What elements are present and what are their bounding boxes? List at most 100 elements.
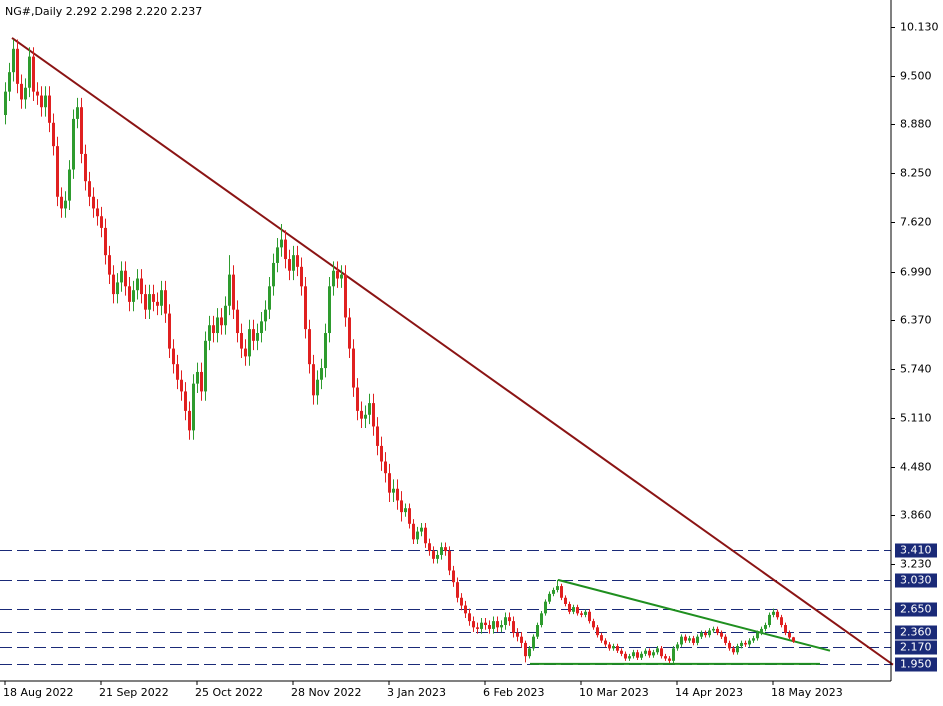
candle-body bbox=[144, 294, 147, 310]
candle-body bbox=[272, 262, 275, 287]
candle-body bbox=[460, 597, 463, 606]
x-tick-label: 6 Feb 2023 bbox=[483, 686, 544, 699]
candle-body bbox=[92, 196, 95, 209]
candle-body bbox=[688, 638, 691, 641]
candle-body bbox=[448, 551, 451, 571]
candle-body bbox=[136, 278, 139, 291]
candle-body bbox=[608, 644, 611, 649]
candle-body bbox=[104, 227, 107, 256]
candle-body bbox=[208, 325, 211, 341]
candle-body bbox=[48, 95, 51, 123]
level-label: 2.360 bbox=[900, 626, 932, 639]
level-label: 2.170 bbox=[900, 641, 932, 654]
candle-body bbox=[88, 181, 91, 197]
candle-body bbox=[716, 628, 719, 633]
candle-body bbox=[232, 274, 235, 310]
candle-body bbox=[464, 605, 467, 614]
candle-body bbox=[596, 627, 599, 636]
candle-body bbox=[388, 473, 391, 493]
candle-body bbox=[576, 607, 579, 614]
candle-body bbox=[156, 301, 159, 306]
candle-body bbox=[772, 611, 775, 615]
x-tick-label: 21 Sep 2022 bbox=[99, 686, 169, 699]
candle-body bbox=[736, 646, 739, 653]
candle-body bbox=[324, 333, 327, 369]
candle-body bbox=[116, 282, 119, 295]
candle-body bbox=[240, 333, 243, 349]
candle-body bbox=[12, 48, 15, 73]
candle-body bbox=[776, 611, 779, 618]
candle-body bbox=[556, 586, 559, 590]
level-label: 1.950 bbox=[900, 658, 932, 671]
candle-body bbox=[744, 642, 747, 645]
y-tick-label: 6.370 bbox=[900, 314, 932, 327]
candle-body bbox=[524, 642, 527, 657]
candle-body bbox=[788, 632, 791, 638]
candle-body bbox=[656, 648, 659, 653]
candle-body bbox=[52, 122, 55, 147]
candle-body bbox=[16, 48, 19, 84]
candle-body bbox=[32, 56, 35, 92]
y-tick-label: 3.860 bbox=[900, 509, 932, 522]
candle-body bbox=[720, 632, 723, 637]
level-label-box bbox=[895, 602, 937, 617]
candle-body bbox=[680, 636, 683, 645]
candle-body bbox=[288, 259, 291, 271]
candle-body bbox=[612, 646, 615, 649]
candle-body bbox=[140, 278, 143, 295]
candle-body bbox=[328, 286, 331, 334]
x-tick-label: 25 Oct 2022 bbox=[195, 686, 263, 699]
candle-body bbox=[436, 554, 439, 559]
candle-body bbox=[192, 383, 195, 431]
candle-body bbox=[676, 644, 679, 649]
candle-body bbox=[316, 379, 319, 396]
candle-body bbox=[476, 627, 479, 629]
candle-body bbox=[572, 607, 575, 612]
candle-body bbox=[220, 317, 223, 326]
candle-body bbox=[600, 635, 603, 641]
candle-body bbox=[128, 286, 131, 302]
candle-body bbox=[276, 247, 279, 263]
candle-body bbox=[100, 216, 103, 228]
candle-body bbox=[468, 613, 471, 622]
candle-body bbox=[132, 290, 135, 302]
level-label-box bbox=[895, 543, 937, 558]
candle-body bbox=[632, 652, 635, 657]
candle-body bbox=[152, 294, 155, 302]
candle-body bbox=[268, 286, 271, 310]
candle-body bbox=[404, 508, 407, 513]
candle-body bbox=[296, 255, 299, 267]
candle-body bbox=[36, 91, 39, 96]
candle-body bbox=[420, 527, 423, 532]
candle-body bbox=[532, 636, 535, 649]
candle-body bbox=[396, 488, 399, 501]
level-label-box bbox=[895, 657, 937, 672]
candle-body bbox=[4, 91, 7, 116]
candle-body bbox=[68, 169, 71, 201]
candle-body bbox=[124, 270, 127, 287]
candle-body bbox=[480, 622, 483, 629]
chart-title: NG#,Daily 2.292 2.298 2.220 2.237 bbox=[5, 5, 202, 18]
level-label-box bbox=[895, 640, 937, 655]
candle-body bbox=[84, 153, 87, 182]
candle-body bbox=[28, 56, 31, 88]
candle-body bbox=[704, 632, 707, 636]
level-label-box bbox=[895, 625, 937, 640]
candle-body bbox=[392, 488, 395, 493]
candles bbox=[4, 39, 795, 664]
candle-body bbox=[728, 642, 731, 649]
candle-body bbox=[384, 461, 387, 474]
candle-body bbox=[628, 656, 631, 659]
candle-body bbox=[364, 414, 367, 419]
level-label: 2.650 bbox=[900, 603, 932, 616]
candle-body bbox=[536, 625, 539, 637]
y-tick-label: 9.500 bbox=[900, 70, 932, 83]
candle-body bbox=[176, 364, 179, 380]
candle-body bbox=[620, 650, 623, 654]
candle-body bbox=[780, 617, 783, 626]
candle-body bbox=[488, 625, 491, 629]
candle-body bbox=[644, 650, 647, 654]
candle-body bbox=[244, 348, 247, 357]
candle-body bbox=[376, 426, 379, 446]
